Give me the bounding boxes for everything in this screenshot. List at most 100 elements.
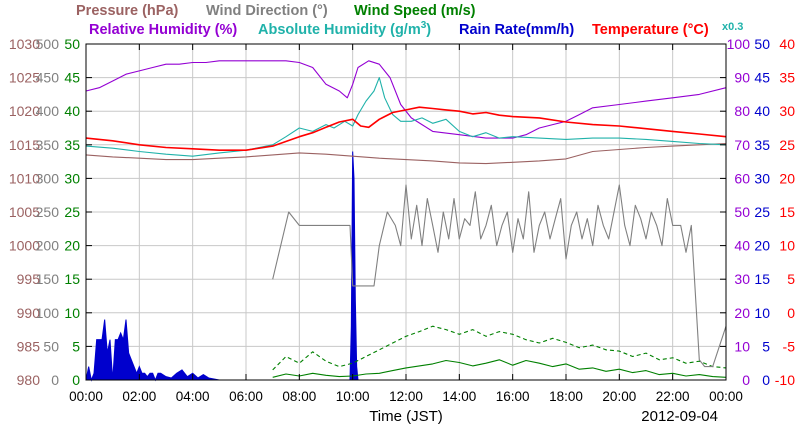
absolute-humidity-title-prefix: Absolute Humidity (g/m [258,22,421,38]
relative-humidity-axis-tick-label: 70 [734,137,750,153]
series-wind-speed-gust-m-s [272,325,727,371]
wind-speed-axis-tick-label: 30 [64,170,80,186]
rain-rate-axis-tick-label: 50 [754,36,770,52]
rain-rate-axis-tick-label: 40 [754,103,770,119]
series-pressure-hpa [85,142,727,165]
x-axis-tick-label: 16:00 [496,389,530,404]
pressure-axis-tick-label: 980 [17,372,41,388]
temperature-axis-tick-label: 30 [779,103,795,119]
wind-speed-axis-tick-label: 5 [72,338,80,354]
temperature-axis-tick-label: 40 [779,36,795,52]
x-axis-tick-label: 00:00 [69,389,103,404]
temperature-axis-tick-label: 15 [779,204,795,220]
pressure-axis-tick-label: 995 [17,271,41,287]
wind-direction-title: Wind Direction (°) [206,3,328,19]
pressure-axis-tick-label: 1015 [9,137,40,153]
temperature-axis-tick-label: 0 [787,305,795,321]
x-axis-tick-label: 04:00 [176,389,210,404]
series-temperature-c [85,106,727,151]
relative-humidity-axis-tick-label: 10 [734,338,750,354]
relative-humidity-axis-tick-label: 80 [734,103,750,119]
wind-direction-axis-tick-label: 150 [36,271,60,287]
wind-speed-axis-tick-label: 40 [64,103,80,119]
wind-speed-axis-tick-label: 20 [64,238,80,254]
temperature-title: Temperature (°C) [592,22,709,38]
pressure-axis-tick-label: 1000 [9,238,40,254]
rain-rate-axis-tick-label: 10 [754,305,770,321]
relative-humidity-axis-tick-label: 100 [727,36,751,52]
rain-rate-axis-tick-label: 0 [762,372,770,388]
pressure-title: Pressure (hPa) [76,3,179,19]
pressure-axis-tick-label: 1010 [9,170,40,186]
x-axis-tick-label: 08:00 [282,389,316,404]
wind-speed-axis-tick-label: 35 [64,137,80,153]
wind-direction-axis-tick-label: 250 [36,204,60,220]
relative-humidity-axis-tick-label: 0 [742,372,750,388]
rain-rate-axis-tick-label: 5 [762,338,770,354]
wind-direction-axis-tick-label: 100 [36,305,60,321]
x-axis-title: Time (JST) [369,408,443,425]
wind-direction-axis-tick-label: 50 [43,338,59,354]
pressure-axis-tick-label: 985 [17,338,41,354]
relative-humidity-title: Relative Humidity (%) [89,22,237,38]
rain-rate-axis-tick-label: 25 [754,204,770,220]
relative-humidity-axis-tick-label: 50 [734,204,750,220]
wind-direction-axis-tick-label: 0 [51,372,59,388]
series-wind-direction [272,184,727,368]
wind-speed-axis-tick-label: 50 [64,36,80,52]
wind-direction-axis-tick-label: 350 [36,137,60,153]
x-axis-tick-label: 02:00 [122,389,156,404]
relative-humidity-axis-tick-label: 40 [734,238,750,254]
series-wind-speed-m-s [272,359,727,378]
tick-marks [85,43,727,381]
pressure-axis-tick-label: 1020 [9,103,40,119]
chart-date: 2012-09-04 [641,408,718,425]
abs-humidity-scale-label: x0.3 [722,21,743,33]
x-axis-tick-label: 06:00 [229,389,263,404]
x-axis-tick-label: 10:00 [336,389,370,404]
pressure-axis-tick-label: 1030 [9,36,40,52]
rain-rate-axis-tick-label: 20 [754,238,770,254]
x-axis-tick-label: 22:00 [656,389,690,404]
temperature-axis-tick-label: 5 [787,271,795,287]
wind-direction-axis-tick-label: 200 [36,238,60,254]
temperature-axis-tick-label: -5 [783,338,796,354]
pressure-axis-tick-label: 1005 [9,204,40,220]
wind-direction-axis-tick-label: 400 [36,103,60,119]
rain-rate-axis-tick-label: 30 [754,170,770,186]
wind-direction-axis-tick-label: 500 [36,36,60,52]
relative-humidity-axis-tick-label: 60 [734,170,750,186]
wind-speed-title: Wind Speed (m/s) [354,3,476,19]
absolute-humidity-title: Absolute Humidity (g/m3) [258,20,431,38]
series-rain-rate-mm-h [85,151,726,382]
wind-speed-axis-tick-label: 15 [64,271,80,287]
wind-speed-axis-tick-label: 10 [64,305,80,321]
x-axis-tick-label: 12:00 [389,389,423,404]
rain-rate-axis-tick-label: 15 [754,271,770,287]
wind-speed-axis-tick-label: 0 [72,372,80,388]
grid-lines [86,44,726,380]
series-layer [85,60,727,382]
temperature-axis-tick-label: 10 [779,238,795,254]
relative-humidity-axis-tick-label: 90 [734,70,750,86]
rain-rate-axis-tick-label: 45 [754,70,770,86]
x-axis-tick-label: 18:00 [549,389,583,404]
x-axis-tick-label: 20:00 [602,389,636,404]
x-axis-tick-label: 14:00 [442,389,476,404]
wind-direction-axis-tick-label: 450 [36,70,60,86]
relative-humidity-axis-tick-label: 20 [734,305,750,321]
wind-speed-axis-tick-label: 25 [64,204,80,220]
pressure-axis-tick-label: 1025 [9,70,40,86]
wind-speed-axis-tick-label: 45 [64,70,80,86]
absolute-humidity-title-exponent: 3 [421,20,427,31]
relative-humidity-axis-tick-label: 30 [734,271,750,287]
rain-rate-axis-tick-label: 35 [754,137,770,153]
pressure-axis-tick-label: 990 [17,305,41,321]
x-axis-tick-label: 00:00 [709,389,743,404]
wind-direction-axis-tick-label: 300 [36,170,60,186]
axis-tick-labels: 9809859909951000100510101015102010251030… [9,36,795,404]
rain-rate-title: Rain Rate(mm/h) [459,22,574,38]
temperature-axis-tick-label: -10 [775,372,795,388]
